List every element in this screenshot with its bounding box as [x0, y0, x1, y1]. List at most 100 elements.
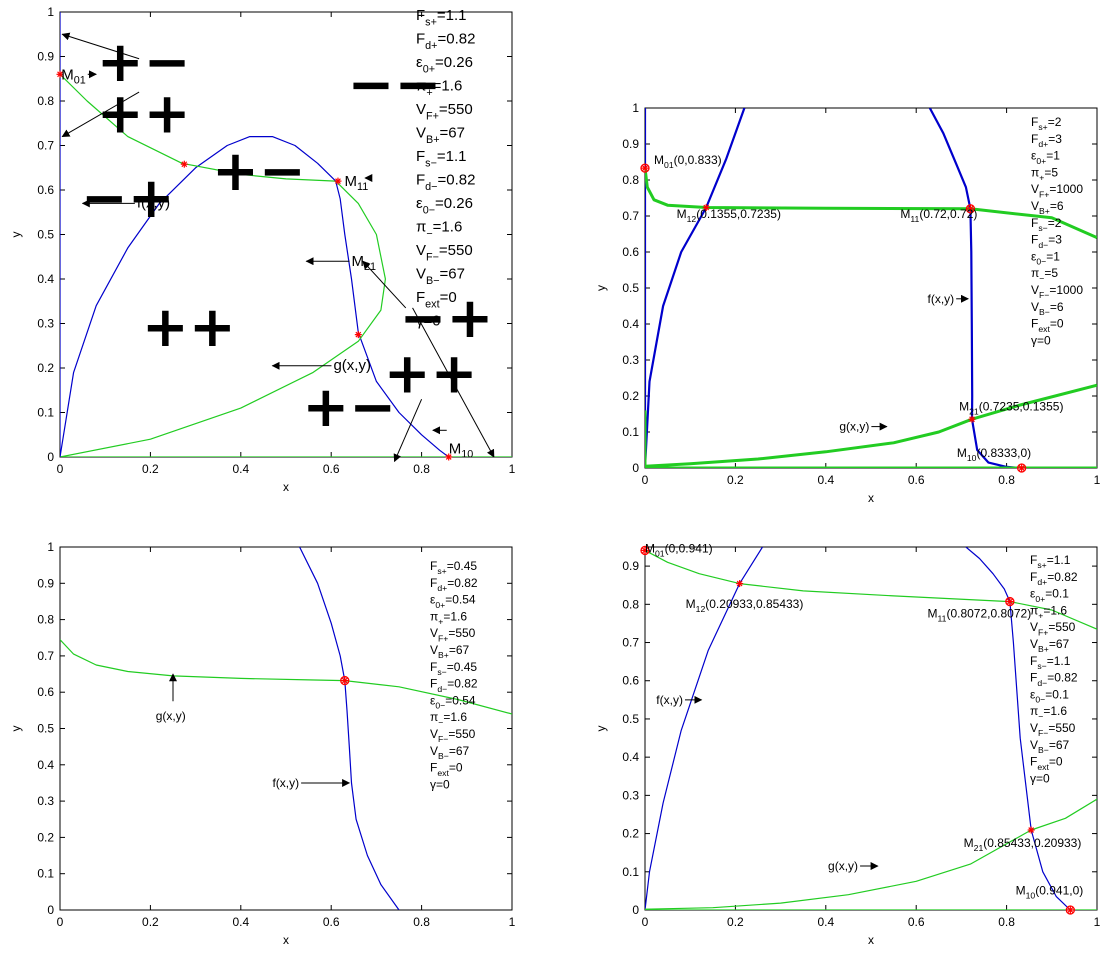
x-tick-label: 0.6 — [323, 915, 340, 929]
parameter-line: Fs−=1.1 — [416, 148, 467, 169]
series-g-curve — [60, 73, 386, 457]
parameter-line: VB−=6 — [1031, 300, 1064, 317]
annotation-label: M10(0.8333,0) — [957, 446, 1031, 463]
parameter-line: Fs+=1.1 — [416, 7, 467, 28]
x-tick-label: 0.6 — [908, 915, 925, 929]
y-tick-label: 0.9 — [622, 559, 639, 573]
parameter-line: VF−=550 — [430, 727, 476, 744]
y-tick-label: 0.8 — [37, 613, 54, 627]
parameter-line: VF−=550 — [416, 242, 473, 263]
y-tick-label: 0.3 — [37, 794, 54, 808]
parameter-line: VF+=550 — [1030, 620, 1076, 637]
parameter-line: Fs+=1.1 — [1030, 553, 1071, 570]
annotation-label: M12(0.1355,0.7235) — [677, 207, 781, 224]
curves — [60, 12, 512, 457]
series-g-curve — [60, 639, 512, 715]
y-tick-label: 0.9 — [622, 137, 639, 151]
y-tick-label: 1 — [632, 101, 639, 115]
parameter-line: VF+=1000 — [1031, 182, 1083, 199]
x-tick-label: 0 — [57, 915, 64, 929]
parameter-line: γ=0 — [1030, 771, 1050, 785]
x-tick-label: 1 — [509, 915, 516, 929]
sign-region-label: +− — [97, 30, 191, 95]
parameter-line: γ=0 — [430, 777, 450, 791]
x-tick-label: 0.4 — [817, 915, 834, 929]
parameter-line: ε0+=0.54 — [430, 593, 476, 610]
parameter-line: Fext=0 — [1030, 755, 1063, 772]
y-tick-label: 0.3 — [622, 353, 639, 367]
parameter-line: ε0−=0.1 — [1030, 687, 1069, 704]
x-tick-label: 0 — [57, 462, 64, 476]
series-f-curve — [928, 108, 1021, 468]
equilibrium-point-marker — [640, 163, 650, 173]
y-tick-label: 0.4 — [37, 758, 54, 772]
y-tick-label: 0.2 — [622, 827, 639, 841]
annotation-label: M11(0.72,0.72) — [900, 207, 977, 224]
y-tick-label: 0 — [47, 903, 54, 917]
parameter-line: Fd−=0.82 — [1030, 671, 1078, 688]
x-tick-label: 0.2 — [142, 462, 159, 476]
parameter-line: ε0+=0.26 — [416, 54, 473, 75]
y-axis-label: y — [594, 285, 608, 291]
x-tick-label: 0 — [642, 473, 649, 487]
series-g-curve — [645, 798, 1097, 910]
parameter-line: VB−=67 — [416, 266, 465, 287]
parameter-line: π−=1.6 — [416, 219, 462, 240]
x-tick-label: 1 — [509, 462, 516, 476]
parameter-line: π−=5 — [1031, 266, 1058, 283]
sign-region-label: ++ — [384, 342, 478, 407]
parameter-line: Fs+=2 — [1031, 115, 1062, 132]
parameter-line: π+=1.6 — [1030, 603, 1067, 620]
annotation-label: M01(0,0.833) — [654, 153, 722, 170]
parameter-line: γ=0 — [416, 313, 441, 330]
subplot-p2: 0 0.2 0.4 0.6 0.8 1 0 0.1 0.2 0.3 0.4 0.5 0.6 0.7 0.8 0… — [594, 101, 1101, 505]
subplot-p1: 0 0.2 0.4 0.6 0.8 1 0 0.1 0.2 0.3 0.4 0.5 0.6 0.7 0.8 0… — [9, 5, 516, 494]
parameter-line: π+=1.6 — [416, 78, 462, 99]
parameter-line: ε0−=0.54 — [430, 693, 476, 710]
equilibrium-point-marker — [334, 177, 342, 185]
curves — [60, 547, 512, 910]
y-tick-label: 0.6 — [37, 685, 54, 699]
series-f-curve — [965, 547, 1071, 910]
y-tick-label: 0.5 — [37, 228, 54, 242]
y-tick-label: 0.9 — [37, 50, 54, 64]
annotation-label: M21(0.85433,0.20933) — [964, 836, 1082, 853]
y-tick-label: 0 — [632, 461, 639, 475]
annotation-label: f(x,y) — [928, 292, 955, 306]
x-tick-label: 0.4 — [232, 462, 249, 476]
parameter-line: Fd+=3 — [1031, 132, 1062, 149]
y-tick-label: 0.9 — [37, 576, 54, 590]
y-tick-label: 0.4 — [622, 317, 639, 331]
parameter-list: Fs+=0.45Fd+=0.82ε0+=0.54π+=1.6VF+=550VB+… — [430, 559, 478, 791]
x-tick-label: 0.8 — [413, 462, 430, 476]
annotation-label: M11(0.8072,0.8072) — [928, 607, 1032, 624]
parameter-line: Fd−=0.82 — [430, 677, 478, 694]
x-tick-label: 0 — [642, 915, 649, 929]
parameter-line: VB−=67 — [430, 744, 469, 761]
series-f-curve — [299, 547, 400, 910]
parameter-line: γ=0 — [1031, 333, 1051, 347]
y-tick-label: 0 — [632, 903, 639, 917]
region-arrow — [412, 307, 495, 458]
subplot-p3: 0 0.2 0.4 0.6 0.8 1 0 0.1 0.2 0.3 0.4 0.5 0.6 0.7 0.8 0… — [9, 540, 516, 947]
parameter-line: Fd−=0.82 — [416, 172, 475, 193]
parameter-line: Fd−=3 — [1031, 233, 1062, 250]
equilibrium-point-marker — [1027, 826, 1035, 834]
x-axis-label: x — [868, 491, 874, 505]
annotation-label: M10(0.941,0) — [1016, 884, 1084, 901]
series-g-curve — [645, 549, 1097, 630]
y-tick-label: 0.8 — [622, 597, 639, 611]
region-arrow — [362, 260, 407, 309]
parameter-line: VF+=550 — [416, 101, 473, 122]
equilibrium-point-marker — [736, 580, 744, 588]
y-tick-label: 0.7 — [622, 209, 639, 223]
annotation-label: f(x,y) — [272, 776, 299, 790]
sign-region-label: −− — [348, 52, 442, 117]
x-tick-label: 0.6 — [908, 473, 925, 487]
equilibrium-point-marker — [340, 675, 350, 686]
parameter-line: Fext=0 — [416, 289, 457, 310]
y-axis-label: y — [9, 726, 23, 732]
y-tick-label: 0.1 — [622, 425, 639, 439]
